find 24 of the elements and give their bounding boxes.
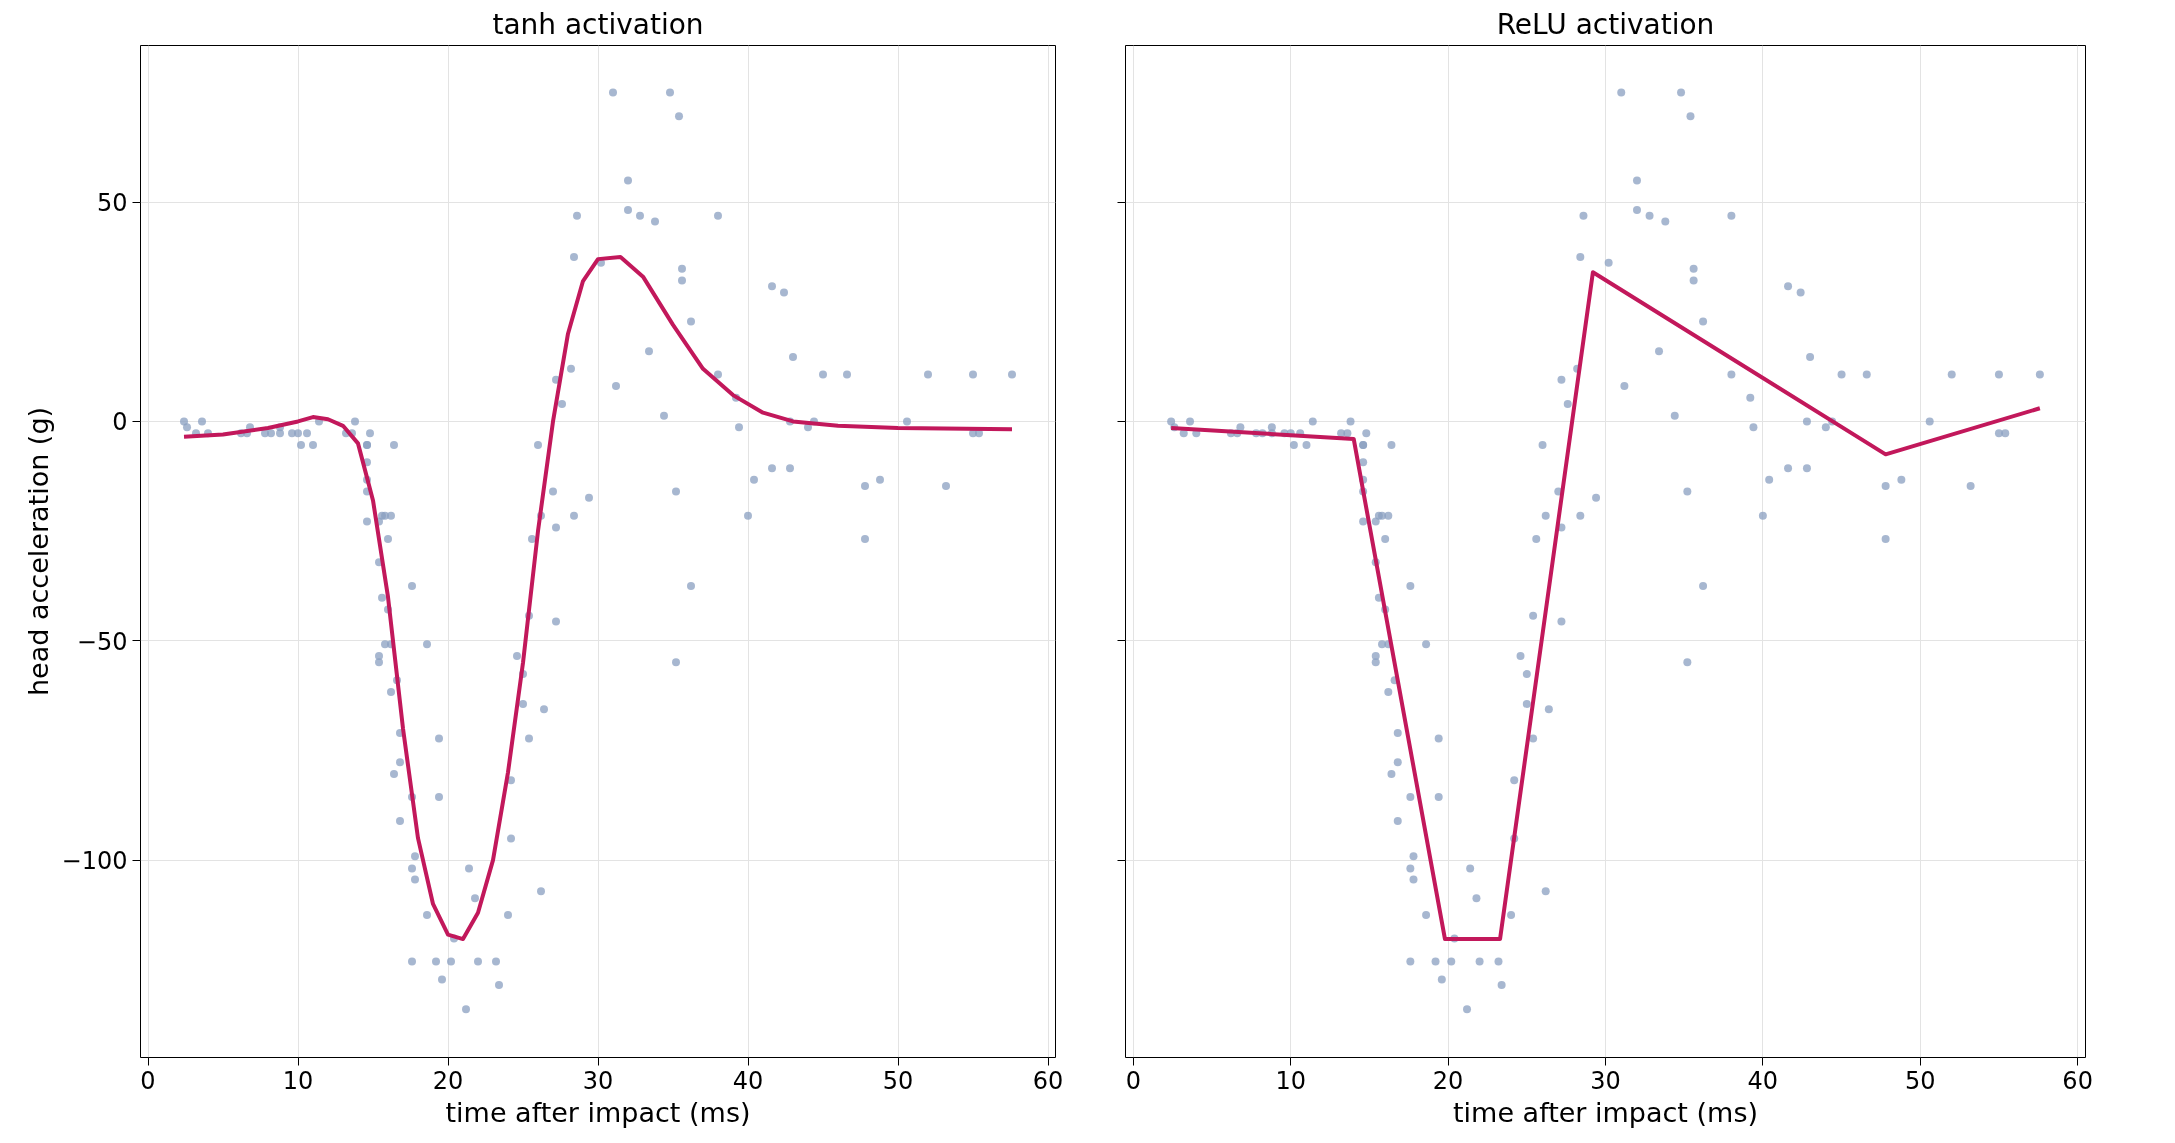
x-tick-label: 60 [2062, 1066, 2093, 1095]
line-series [182, 254, 1014, 942]
x-tick-label: 50 [882, 1066, 914, 1095]
x-axis-title: time after impact (ms) [445, 1096, 751, 1128]
y-axis-title: head acceleration (g) [22, 406, 54, 697]
x-tick-label: 0 [1125, 1066, 1142, 1095]
chart-title: ReLU activation [1496, 7, 1715, 41]
y-tick-label: −100 [61, 847, 128, 876]
x-axis-title: time after impact (ms) [1453, 1096, 1758, 1128]
x-tick-label: 40 [1747, 1066, 1779, 1095]
x-tick-label: 0 [140, 1066, 156, 1095]
x-tick-label: 10 [282, 1066, 314, 1095]
x-tick-label: 40 [732, 1066, 764, 1095]
x-tick-label: 50 [1904, 1066, 1936, 1095]
y-tick-label: 0 [112, 408, 128, 437]
x-tick-label: 20 [1432, 1066, 1464, 1095]
x-tick-label: 20 [432, 1066, 464, 1095]
x-tick-label: 60 [1032, 1066, 1064, 1095]
y-tick-label: 50 [96, 189, 128, 218]
x-tick-label: 30 [1590, 1066, 1621, 1095]
chart-title: tanh activation [492, 7, 704, 41]
x-tick-label: 30 [582, 1066, 614, 1095]
y-tick-label: −50 [76, 627, 128, 656]
x-tick-label: 10 [1275, 1066, 1307, 1095]
